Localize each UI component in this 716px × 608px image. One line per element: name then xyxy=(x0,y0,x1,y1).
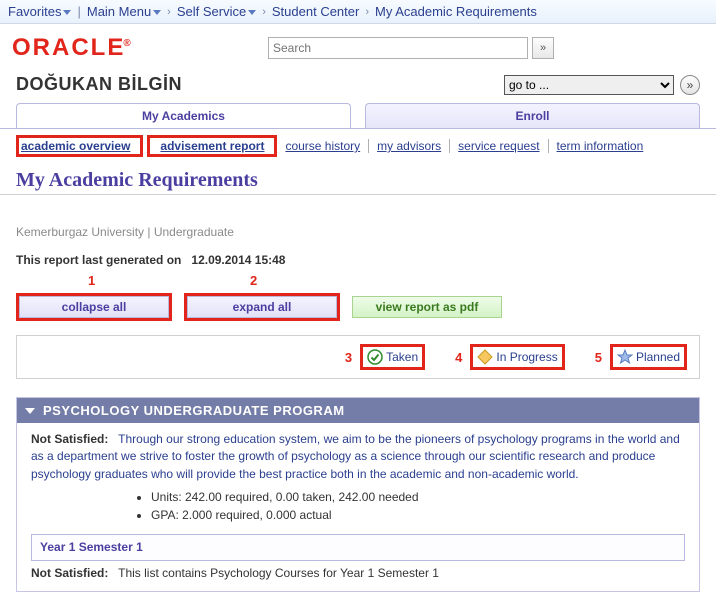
nav-student-center[interactable]: Student Center xyxy=(272,4,359,19)
tab-my-academics[interactable]: My Academics xyxy=(16,103,351,128)
chevron-down-icon xyxy=(63,10,71,15)
institution-line: Kemerburgaz University | Undergraduate xyxy=(16,225,700,239)
chevron-right-icon: › xyxy=(167,6,171,18)
legend: 3 Taken 4 In Progress 5 Planned xyxy=(16,335,700,379)
chevron-down-icon xyxy=(153,10,161,15)
chevron-right-icon: › xyxy=(262,6,266,18)
nav-favorites[interactable]: Favorites xyxy=(8,4,71,19)
content-area: Kemerburgaz University | Undergraduate T… xyxy=(0,195,716,604)
annotation-5: 5 xyxy=(595,350,602,365)
legend-taken-wrap: 3 Taken xyxy=(345,344,425,370)
program-not-satisfied: Not Satisfied: Through our strong educat… xyxy=(31,431,685,483)
legend-planned-wrap: 5 Planned xyxy=(595,344,687,370)
search-button[interactable]: » xyxy=(532,37,554,59)
highlight-box: academic overview xyxy=(16,135,143,157)
program-panel-title: PSYCHOLOGY UNDERGRADUATE PROGRAM xyxy=(43,403,345,418)
check-circle-icon xyxy=(367,349,383,365)
goto-wrap: go to ... » xyxy=(504,75,700,95)
highlight-box: expand all xyxy=(184,293,340,321)
not-satisfied-label: Not Satisfied: xyxy=(31,566,108,580)
student-name: DOĞUKAN BİLGİN xyxy=(16,74,182,95)
top-breadcrumb: Favorites | Main Menu › Self Service › S… xyxy=(0,0,716,24)
highlight-box: In Progress xyxy=(470,344,564,370)
tab-enroll[interactable]: Enroll xyxy=(365,103,700,128)
legend-inprogress-label: In Progress xyxy=(496,350,557,364)
nav-main-menu[interactable]: Main Menu xyxy=(87,4,161,19)
annotation-row: 1 2 xyxy=(16,273,700,291)
semester-header[interactable]: Year 1 Semester 1 xyxy=(31,534,685,561)
highlight-box: collapse all xyxy=(16,293,172,321)
goto-button[interactable]: » xyxy=(680,75,700,95)
buttons-row: collapse all expand all view report as p… xyxy=(16,293,700,321)
go-icon: » xyxy=(687,78,694,92)
bullet-gpa: GPA: 2.000 required, 0.000 actual xyxy=(151,507,685,524)
program-panel-header[interactable]: PSYCHOLOGY UNDERGRADUATE PROGRAM xyxy=(17,398,699,423)
primary-tabs: My Academics Enroll xyxy=(0,103,716,128)
search-icon: » xyxy=(540,42,546,54)
subtab-academic-overview[interactable]: academic overview xyxy=(21,139,138,153)
legend-planned-label: Planned xyxy=(636,350,680,364)
nav-self-service[interactable]: Self Service xyxy=(177,4,256,19)
chevron-right-icon: › xyxy=(365,6,369,18)
annotation-4: 4 xyxy=(455,350,462,365)
semester-description: This list contains Psychology Courses fo… xyxy=(118,566,439,580)
subtab-course-history[interactable]: course history xyxy=(277,139,369,153)
legend-inprogress-wrap: 4 In Progress xyxy=(455,344,565,370)
program-description: Through our strong education system, we … xyxy=(31,432,680,481)
name-bar: DOĞUKAN BİLGİN go to ... » xyxy=(0,68,716,103)
bullet-units: Units: 242.00 required, 0.00 taken, 242.… xyxy=(151,489,685,506)
semester-not-satisfied: Not Satisfied: This list contains Psycho… xyxy=(31,565,685,582)
report-generated-label: This report last generated on xyxy=(16,253,181,267)
not-satisfied-label: Not Satisfied: xyxy=(31,432,108,446)
expand-all-button[interactable]: expand all xyxy=(187,296,337,318)
search-input[interactable] xyxy=(268,37,528,59)
nav-my-academic-requirements[interactable]: My Academic Requirements xyxy=(375,4,537,19)
brand-row: ORACLE® » xyxy=(0,24,716,68)
highlight-box: Taken xyxy=(360,344,425,370)
subtab-term-information[interactable]: term information xyxy=(549,139,652,153)
report-generated: This report last generated on 12.09.2014… xyxy=(16,253,700,267)
subtabs: academic overview advisement report cour… xyxy=(0,128,716,161)
star-icon xyxy=(617,349,633,365)
search-wrap: » xyxy=(268,37,554,59)
page-title: My Academic Requirements xyxy=(0,161,716,195)
caret-down-icon xyxy=(25,408,35,414)
legend-taken-label: Taken xyxy=(386,350,418,364)
report-generated-value: 12.09.2014 15:48 xyxy=(191,253,285,267)
program-panel-body: Not Satisfied: Through our strong educat… xyxy=(17,423,699,591)
subtab-service-request[interactable]: service request xyxy=(450,139,548,153)
annotation-1: 1 xyxy=(88,273,95,288)
subtab-my-advisors[interactable]: my advisors xyxy=(369,139,450,153)
collapse-all-button[interactable]: collapse all xyxy=(19,296,169,318)
highlight-box: advisement report xyxy=(147,135,277,157)
subtab-advisement-report[interactable]: advisement report xyxy=(152,139,272,153)
program-panel: PSYCHOLOGY UNDERGRADUATE PROGRAM Not Sat… xyxy=(16,397,700,592)
diamond-icon xyxy=(477,349,493,365)
program-stats-list: Units: 242.00 required, 0.00 taken, 242.… xyxy=(111,489,685,524)
highlight-box: Planned xyxy=(610,344,687,370)
view-pdf-button[interactable]: view report as pdf xyxy=(352,296,502,318)
annotation-2: 2 xyxy=(250,273,257,288)
annotation-3: 3 xyxy=(345,350,352,365)
oracle-logo: ORACLE® xyxy=(12,34,131,62)
chevron-down-icon xyxy=(248,10,256,15)
goto-select[interactable]: go to ... xyxy=(504,75,674,95)
